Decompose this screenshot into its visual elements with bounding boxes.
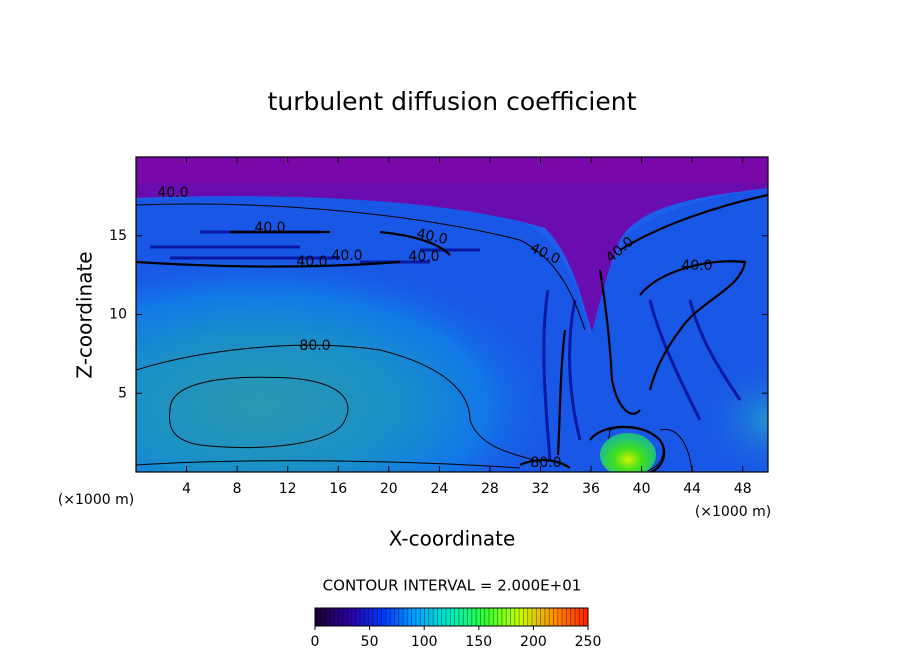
x-tick-label: 44 — [683, 481, 701, 497]
x-tick-label: 48 — [734, 481, 752, 497]
colorbar-tick-label: 50 — [361, 634, 379, 650]
contour-label: 40.0 — [331, 248, 362, 264]
colorbar-tick-label: 200 — [520, 634, 547, 650]
colorbar-tick-label: 100 — [411, 634, 438, 650]
colorbar-tick-label: 0 — [311, 634, 320, 650]
x-tick-label: 4 — [182, 481, 191, 497]
contour-label: 40.0 — [681, 258, 712, 274]
contour-label: 40.0 — [254, 220, 285, 236]
y-unit-label: (×1000 m) — [58, 492, 134, 508]
x-tick-label: 36 — [582, 481, 600, 497]
x-tick-label: 28 — [481, 481, 499, 497]
contour-label: 40.0 — [408, 249, 439, 265]
contour-label: 40.0 — [296, 254, 327, 270]
contour-interval: CONTOUR INTERVAL = 2.000E+01 — [323, 577, 582, 595]
colorbar-tick-label: 250 — [575, 634, 602, 650]
contour-label: 80.0 — [530, 455, 561, 471]
y-tick-label: 10 — [109, 307, 127, 323]
x-unit-label: (×1000 m) — [695, 504, 771, 520]
colorbar — [315, 608, 588, 626]
contour-label: 80.0 — [299, 338, 330, 354]
x-tick-label: 40 — [633, 481, 651, 497]
colorbar-frame — [314, 607, 589, 627]
contour-label: 40.0 — [157, 185, 188, 201]
y-tick-label: 5 — [118, 385, 127, 401]
x-tick-label: 20 — [380, 481, 398, 497]
y-tick-label: 15 — [109, 228, 127, 244]
y-axis-label: Z-coordinate — [73, 251, 97, 378]
chart-title: turbulent diffusion coefficient — [268, 87, 637, 116]
contour-field — [136, 157, 768, 472]
x-tick-label: 12 — [279, 481, 297, 497]
x-tick-label: 8 — [233, 481, 242, 497]
contour-label: 40.0 — [415, 226, 449, 248]
x-tick-label: 24 — [430, 481, 448, 497]
x-tick-label: 32 — [532, 481, 550, 497]
x-tick-label: 16 — [329, 481, 347, 497]
x-axis-label: X-coordinate — [389, 527, 516, 551]
colorbar-tick-label: 150 — [465, 634, 492, 650]
